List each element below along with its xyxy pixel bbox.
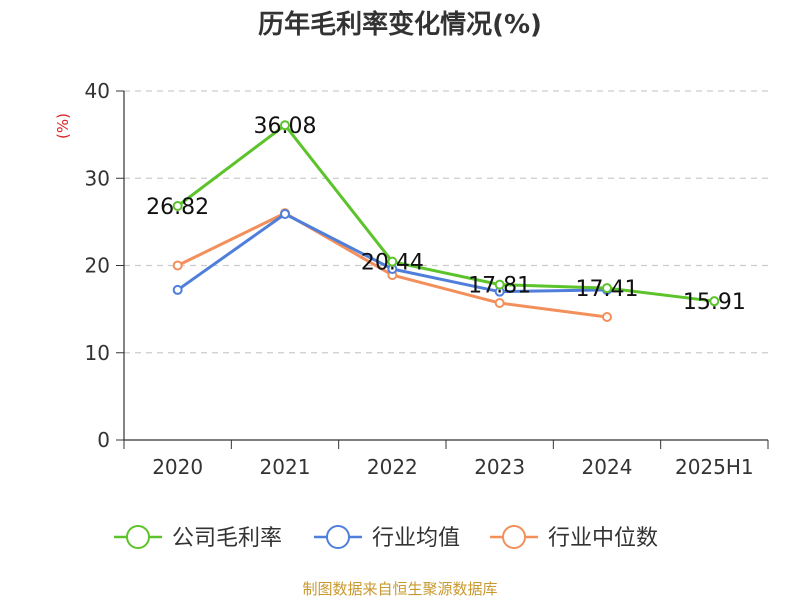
data-point [709, 296, 720, 307]
legend-item: 行业均值 [314, 525, 460, 551]
data-point [602, 311, 612, 322]
x-tick-label: 2022 [367, 455, 418, 479]
data-point [602, 283, 612, 294]
data-point [280, 120, 290, 131]
x-tick-label: 2021 [260, 455, 311, 479]
data-point [494, 279, 505, 290]
data-label: 20.44 [361, 251, 424, 276]
x-tick-label: 2025H1 [675, 455, 754, 479]
data-point [387, 256, 398, 267]
x-tick-label: 2024 [582, 455, 633, 479]
data-point [280, 209, 290, 220]
y-axis-label: (%) [54, 113, 72, 139]
data-point [172, 260, 183, 271]
legend: 公司毛利率 行业均值 行业中位数 [114, 525, 658, 551]
y-tick-label: 0 [97, 428, 110, 452]
data-label: 17.41 [576, 277, 639, 302]
legend-marker [126, 525, 150, 549]
data-label-layer: 26.82 36.08 20.44 17.81 17.41 15.91 [146, 114, 746, 315]
legend-marker [502, 525, 526, 549]
legend-label: 行业中位数 [548, 526, 658, 551]
legend-label: 公司毛利率 [172, 526, 282, 551]
legend-label: 行业均值 [372, 526, 460, 551]
data-label: 26.82 [146, 195, 209, 220]
data-label: 15.91 [683, 290, 746, 315]
y-tick-label: 40 [85, 79, 110, 103]
y-tick-label: 10 [85, 341, 110, 365]
legend-marker [326, 525, 350, 549]
legend-item: 行业中位数 [490, 525, 658, 551]
y-tick-label: 30 [85, 166, 110, 190]
data-label: 17.81 [468, 274, 531, 299]
chart-title: 历年毛利率变化情况(%) [258, 10, 542, 40]
data-point [494, 298, 505, 309]
axis-layer: 0 10 20 30 40 (%) 2020 2021 2022 2023 2024 2025H1 [54, 79, 769, 479]
legend-item: 公司毛利率 [114, 525, 282, 551]
x-tick-label: 2023 [474, 455, 525, 479]
data-point [172, 200, 183, 211]
data-label: 36.08 [254, 114, 317, 139]
x-tick-label: 2020 [152, 455, 203, 479]
series-line [176, 123, 715, 303]
source-footer: 制图数据来自恒生聚源数据库 [302, 580, 498, 598]
grid-layer [124, 90, 768, 354]
y-tick-label: 20 [85, 254, 110, 278]
series-layer [172, 120, 720, 322]
data-point [172, 284, 183, 295]
